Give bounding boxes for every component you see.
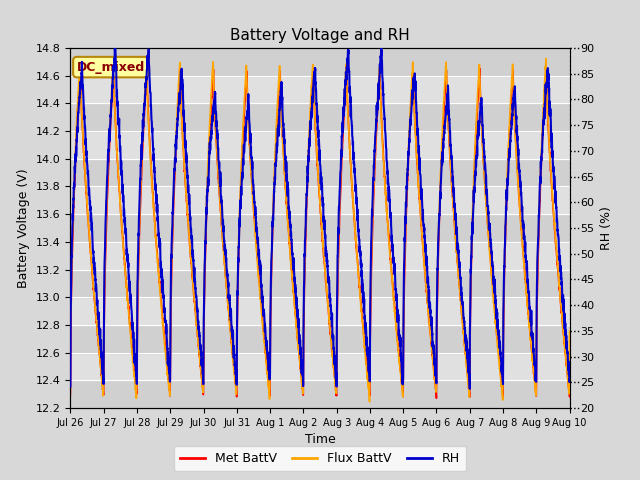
Y-axis label: RH (%): RH (%) [600,206,612,250]
Bar [70,380,570,408]
Text: DC_mixed: DC_mixed [77,60,145,73]
X-axis label: Time: Time [305,433,335,446]
Bar [70,353,570,380]
Bar [70,103,570,131]
Bar [70,186,570,214]
Bar [70,242,570,270]
Bar [70,76,570,103]
Bar [70,48,570,76]
Bar [70,131,570,159]
Bar [70,270,570,297]
Bar [70,325,570,353]
Title: Battery Voltage and RH: Battery Voltage and RH [230,28,410,43]
Legend: Met BattV, Flux BattV, RH: Met BattV, Flux BattV, RH [174,446,466,471]
Y-axis label: Battery Voltage (V): Battery Voltage (V) [17,168,30,288]
Bar [70,159,570,186]
Bar [70,297,570,325]
Bar [70,214,570,242]
